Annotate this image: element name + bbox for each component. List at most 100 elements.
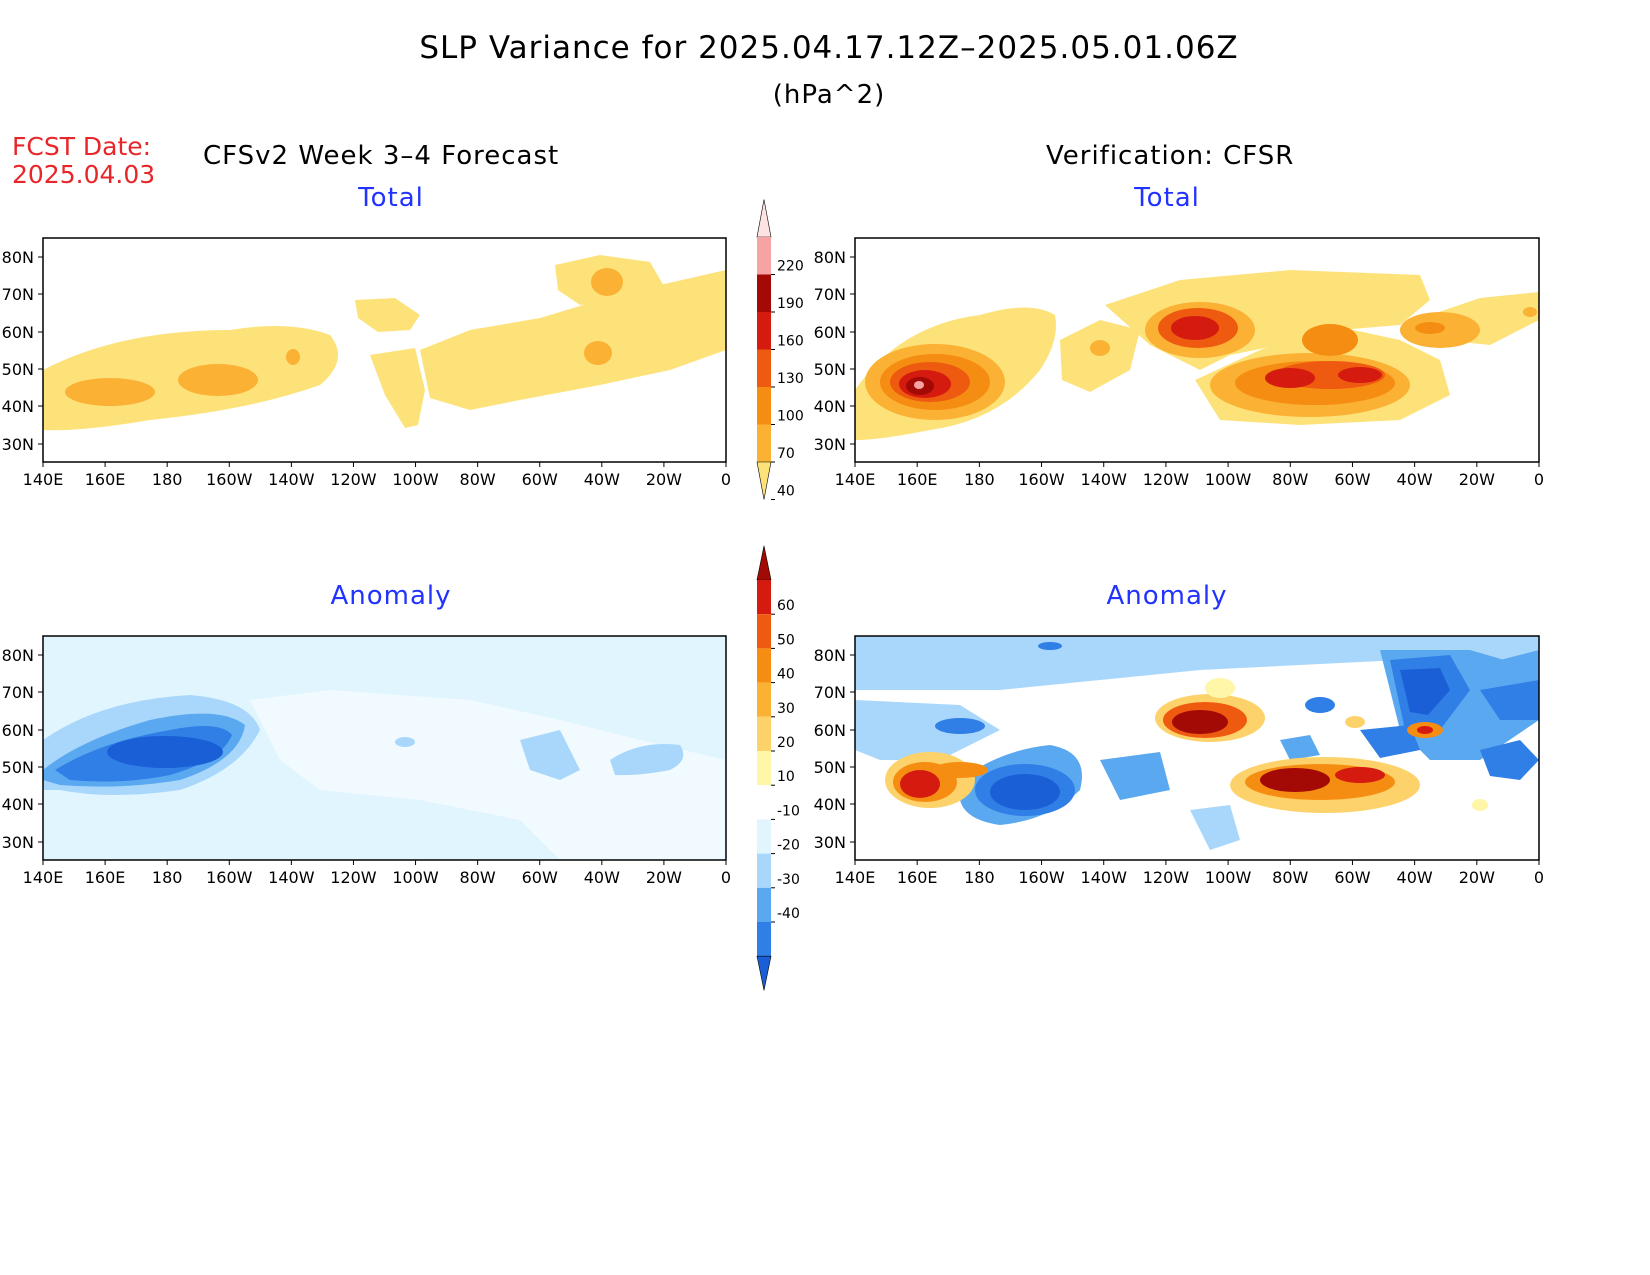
lon-label: 140E (23, 470, 64, 489)
anomaly-colorbar-label: -40 (777, 906, 800, 922)
forecast-anomaly-title: Anomaly (330, 581, 452, 611)
lon-label: 80W (460, 868, 496, 887)
lon-label: 160E (897, 868, 938, 887)
main-title: SLP Variance for 2025.04.17.12Z–2025.05.… (419, 30, 1239, 66)
anomaly-colorbar-label: 50 (777, 632, 795, 648)
total-colorbar-bottom-arrow (756, 461, 772, 500)
lat-label: 40N (2, 397, 34, 416)
anomaly-colorbar-swatch (757, 580, 771, 615)
fcst-date-label: FCST Date: (12, 132, 152, 161)
lon-label: 160W (206, 868, 253, 887)
lon-label: 120W (1143, 868, 1190, 887)
lon-label: 140W (268, 868, 315, 887)
lon-label: 0 (1534, 868, 1544, 887)
anomaly-colorbar-label: -30 (777, 872, 800, 888)
anomaly-colorbar-label: 10 (777, 769, 795, 785)
lat-label: 70N (2, 285, 34, 304)
lon-label: 160W (1018, 470, 1065, 489)
lon-label: 140W (268, 470, 315, 489)
lon-label: 100W (1205, 470, 1252, 489)
lat-label: 50N (814, 758, 846, 777)
lat-label: 70N (2, 683, 34, 702)
lon-label: 100W (392, 868, 439, 887)
total-colorbar-swatch (757, 237, 771, 275)
lon-label: 120W (330, 868, 377, 887)
lon-label: 160E (85, 868, 126, 887)
colorbars: 220 190 160 130 100 70 40 60 50 40 30 20 10 -10 -20 -30… (756, 199, 804, 991)
anomaly-colorbar-swatch (757, 785, 771, 820)
lat-label: 30N (814, 435, 846, 454)
lon-label: 100W (1205, 868, 1252, 887)
total-colorbar-label: 100 (777, 409, 804, 425)
total-colorbar-label: 160 (777, 334, 804, 350)
anomaly-colorbar-swatch (757, 716, 771, 751)
lon-label: 20W (646, 868, 682, 887)
lon-label: 40W (584, 470, 620, 489)
total-colorbar-swatch (757, 424, 771, 462)
anomaly-colorbar-swatch (757, 819, 771, 854)
total-colorbar-top-arrow (756, 199, 772, 238)
total-colorbar-swatch (757, 274, 771, 312)
anomaly-colorbar-label: 20 (777, 735, 795, 751)
lat-label: 40N (814, 397, 846, 416)
lon-label: 120W (330, 470, 377, 489)
anomaly-colorbar-bottom-arrow (756, 955, 772, 991)
verification-total-map (854, 237, 1540, 463)
total-colorbar-label: 130 (777, 371, 804, 387)
lat-label: 60N (814, 721, 846, 740)
lat-label: 40N (814, 795, 846, 814)
anomaly-colorbar-swatch (757, 853, 771, 888)
forecast-total-map (42, 237, 727, 463)
lon-label: 60W (522, 470, 558, 489)
anomaly-colorbar-swatch (757, 751, 771, 786)
lon-label: 60W (522, 868, 558, 887)
anomaly-colorbar-swatch (757, 682, 771, 717)
lon-label: 60W (1334, 470, 1370, 489)
forecast-anomaly-map (42, 635, 727, 861)
lon-label: 140E (835, 470, 876, 489)
lon-label: 140E (835, 868, 876, 887)
verification-anomaly-title: Anomaly (1106, 581, 1228, 611)
lon-label: 20W (646, 470, 682, 489)
lon-label: 180 (152, 470, 183, 489)
lon-label: 160E (897, 470, 938, 489)
anomaly-colorbar: 60 50 40 30 20 10 -10 -20 -30 -40 (756, 545, 800, 991)
lon-label: 160E (85, 470, 126, 489)
verification-anomaly-map (854, 635, 1540, 861)
forecast-column-heading: CFSv2 Week 3–4 Forecast (203, 141, 560, 171)
anomaly-colorbar-label: 40 (777, 667, 795, 683)
lat-label: 50N (2, 360, 34, 379)
anomaly-colorbar-label: 30 (777, 701, 795, 717)
total-colorbar-swatch (757, 312, 771, 350)
total-colorbar-swatch (757, 349, 771, 387)
total-colorbar-label: 40 (777, 484, 795, 500)
total-colorbar-label: 70 (777, 446, 795, 462)
lat-label: 30N (814, 833, 846, 852)
lon-label: 20W (1459, 470, 1495, 489)
anomaly-colorbar-top-arrow (756, 545, 772, 581)
lat-label: 80N (814, 248, 846, 267)
total-colorbar: 220 190 160 130 100 70 40 (756, 199, 804, 500)
units-label: (hPa^2) (772, 80, 886, 110)
anomaly-colorbar-label: -10 (777, 803, 800, 819)
lon-label: 40W (584, 868, 620, 887)
total-colorbar-label: 190 (777, 296, 804, 312)
lon-label: 60W (1334, 868, 1370, 887)
lon-label: 140E (23, 868, 64, 887)
lat-label: 60N (2, 721, 34, 740)
lat-label: 70N (814, 285, 846, 304)
lon-label: 0 (721, 470, 731, 489)
lon-label: 80W (1272, 868, 1308, 887)
total-colorbar-label: 220 (777, 259, 804, 275)
lon-label: 120W (1143, 470, 1190, 489)
lat-label: 50N (2, 758, 34, 777)
anomaly-colorbar-label: 60 (777, 598, 795, 614)
lon-label: 180 (152, 868, 183, 887)
lon-label: 0 (721, 868, 731, 887)
lat-label: 80N (2, 646, 34, 665)
axes-layer: 80N 70N 60N 50N 40N 30N 140E 160E 180 160W 140W 120… (2, 248, 1544, 887)
lon-label: 80W (1272, 470, 1308, 489)
anomaly-colorbar-swatch (757, 614, 771, 649)
lat-label: 50N (814, 360, 846, 379)
